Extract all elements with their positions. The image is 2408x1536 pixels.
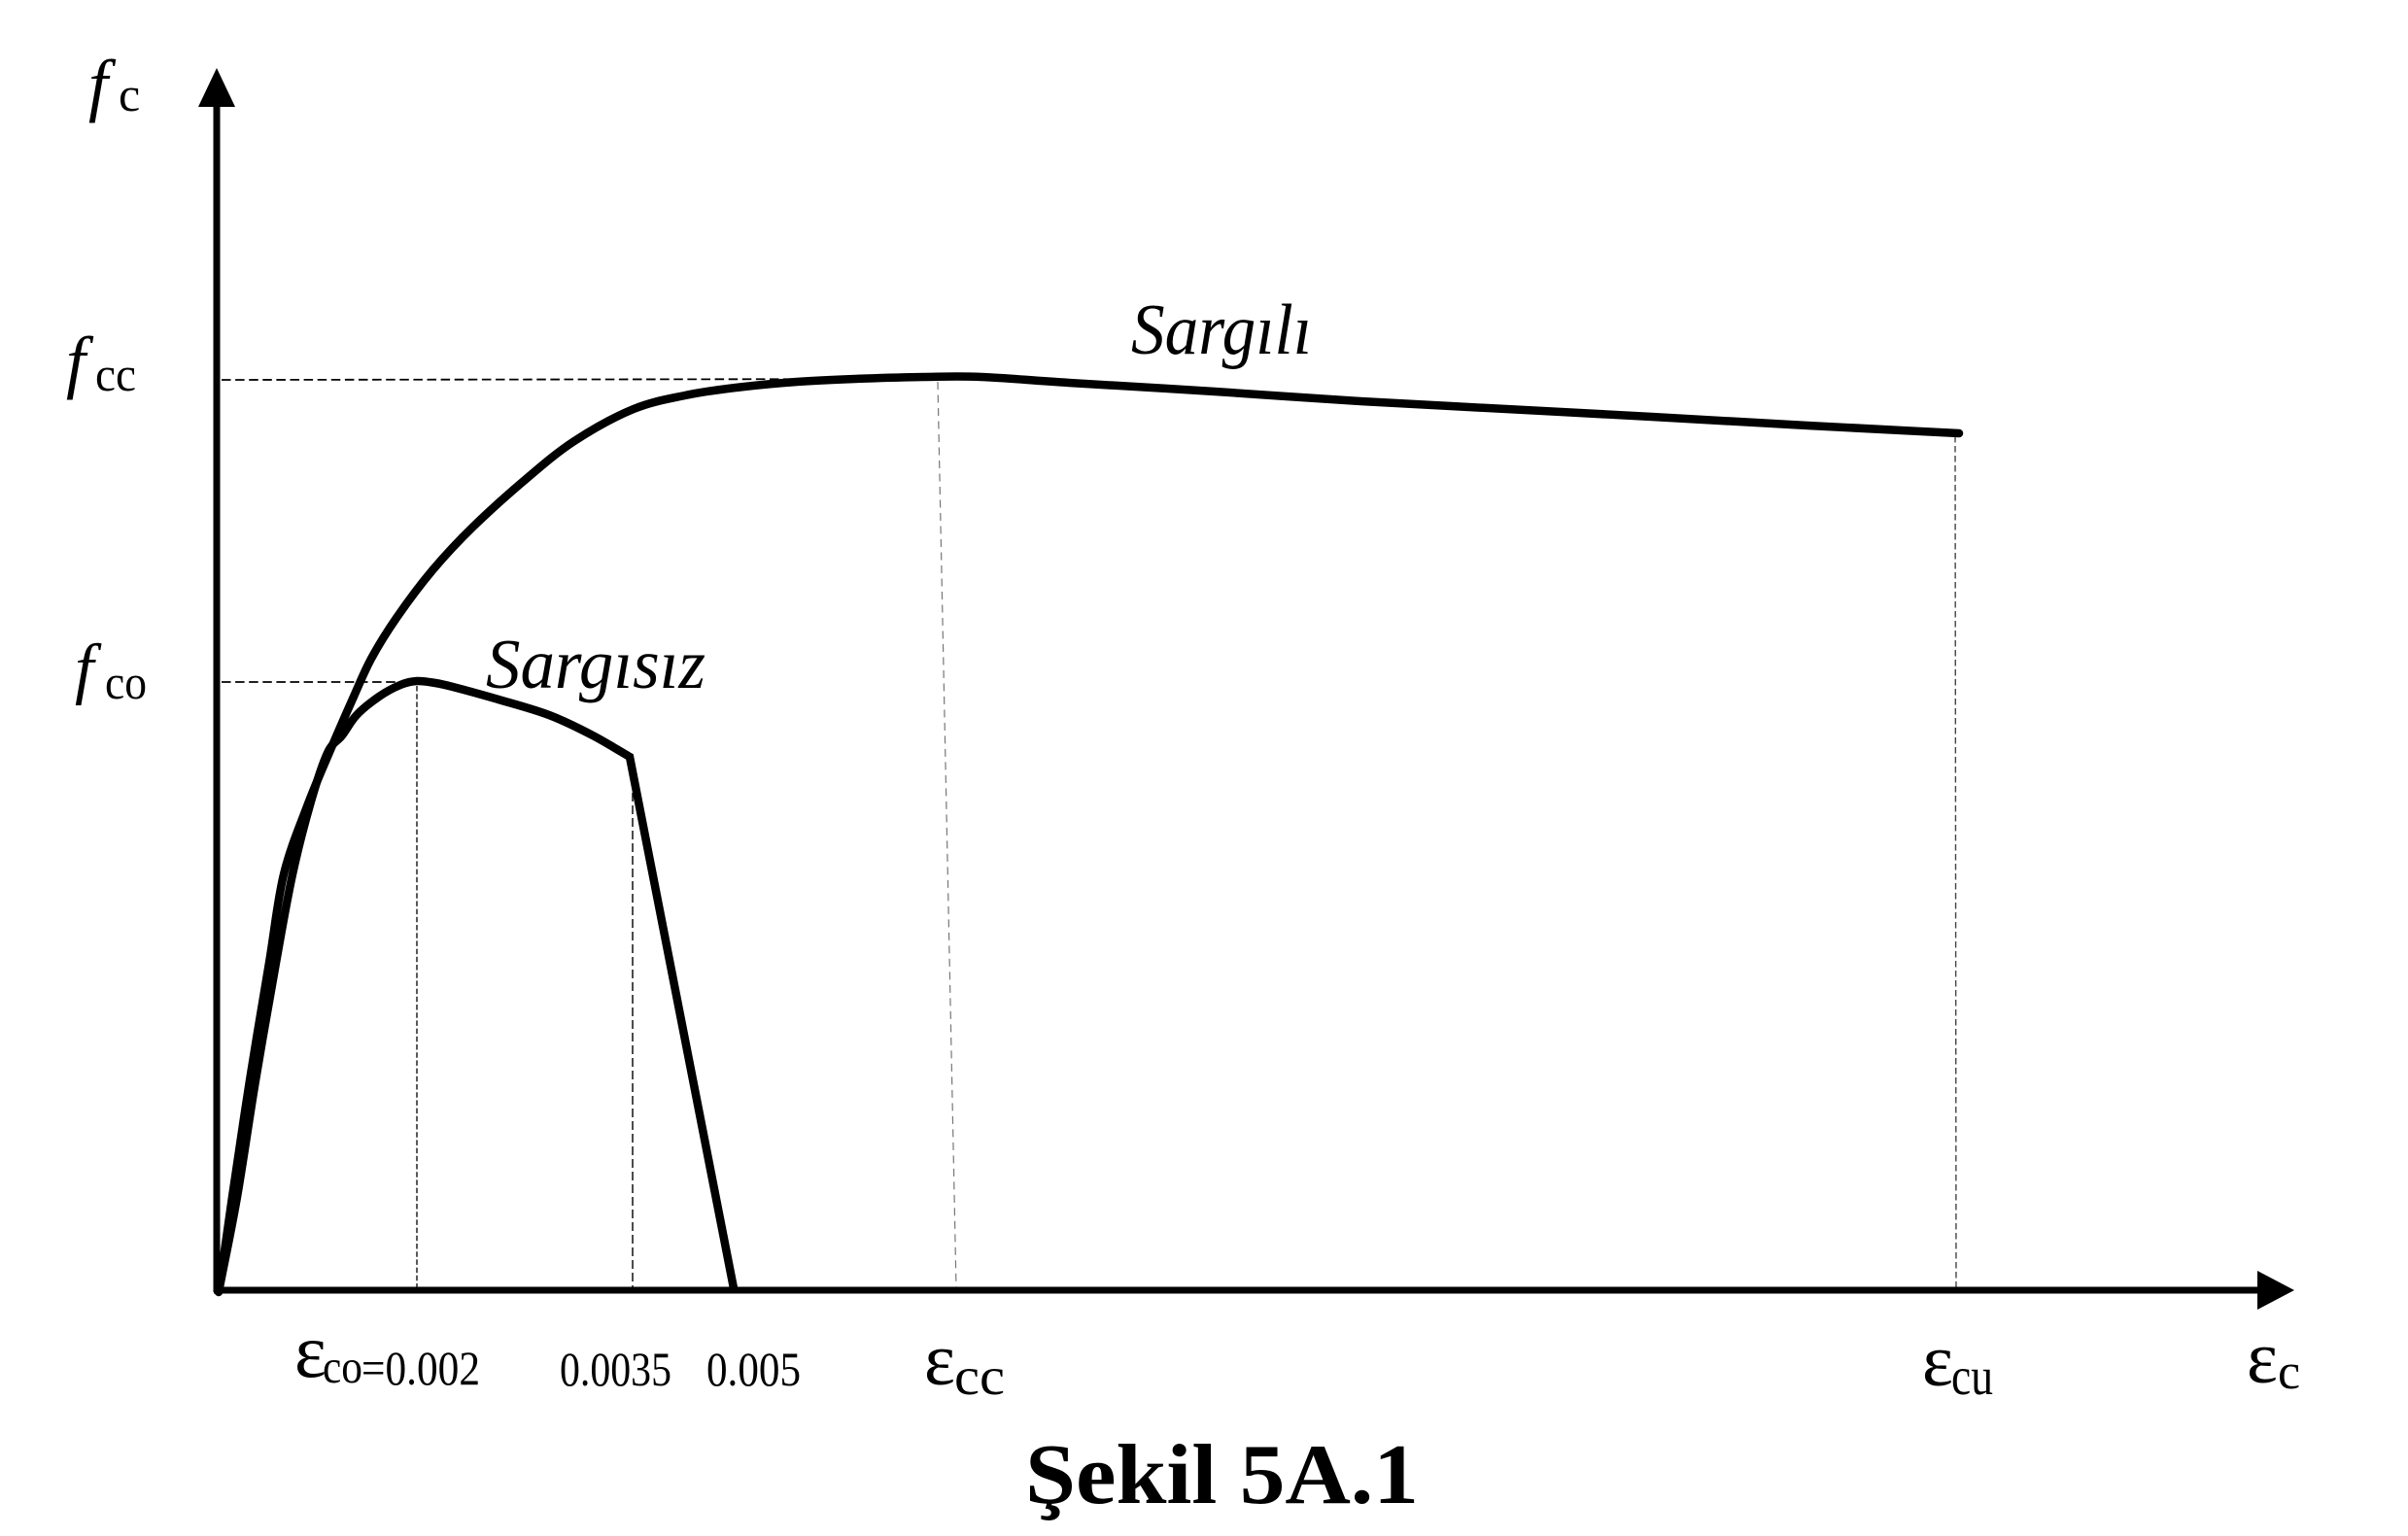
svg-text:Şekil 5A.1: Şekil 5A.1 bbox=[1025, 1428, 1419, 1522]
svg-text:co: co bbox=[323, 1340, 362, 1393]
svg-text:0.005: 0.005 bbox=[706, 1342, 801, 1396]
svg-text:cc: cc bbox=[954, 1347, 1005, 1406]
svg-text:cu: cu bbox=[1951, 1347, 1993, 1406]
svg-text:c: c bbox=[2278, 1345, 2300, 1400]
svg-text:0.0035: 0.0035 bbox=[560, 1342, 671, 1396]
svg-text:ε: ε bbox=[1922, 1320, 1953, 1402]
svg-text:cc: cc bbox=[95, 347, 136, 401]
svg-text:ε: ε bbox=[924, 1319, 955, 1401]
svg-text:co: co bbox=[105, 655, 147, 709]
svg-text:c: c bbox=[119, 67, 140, 121]
svg-text:ε: ε bbox=[294, 1309, 327, 1393]
svg-text:Sargılı: Sargılı bbox=[1131, 290, 1312, 370]
svg-text:=0.002: =0.002 bbox=[361, 1341, 480, 1395]
svg-text:ε: ε bbox=[2247, 1317, 2278, 1399]
svg-text:Sargısız: Sargısız bbox=[486, 625, 705, 703]
